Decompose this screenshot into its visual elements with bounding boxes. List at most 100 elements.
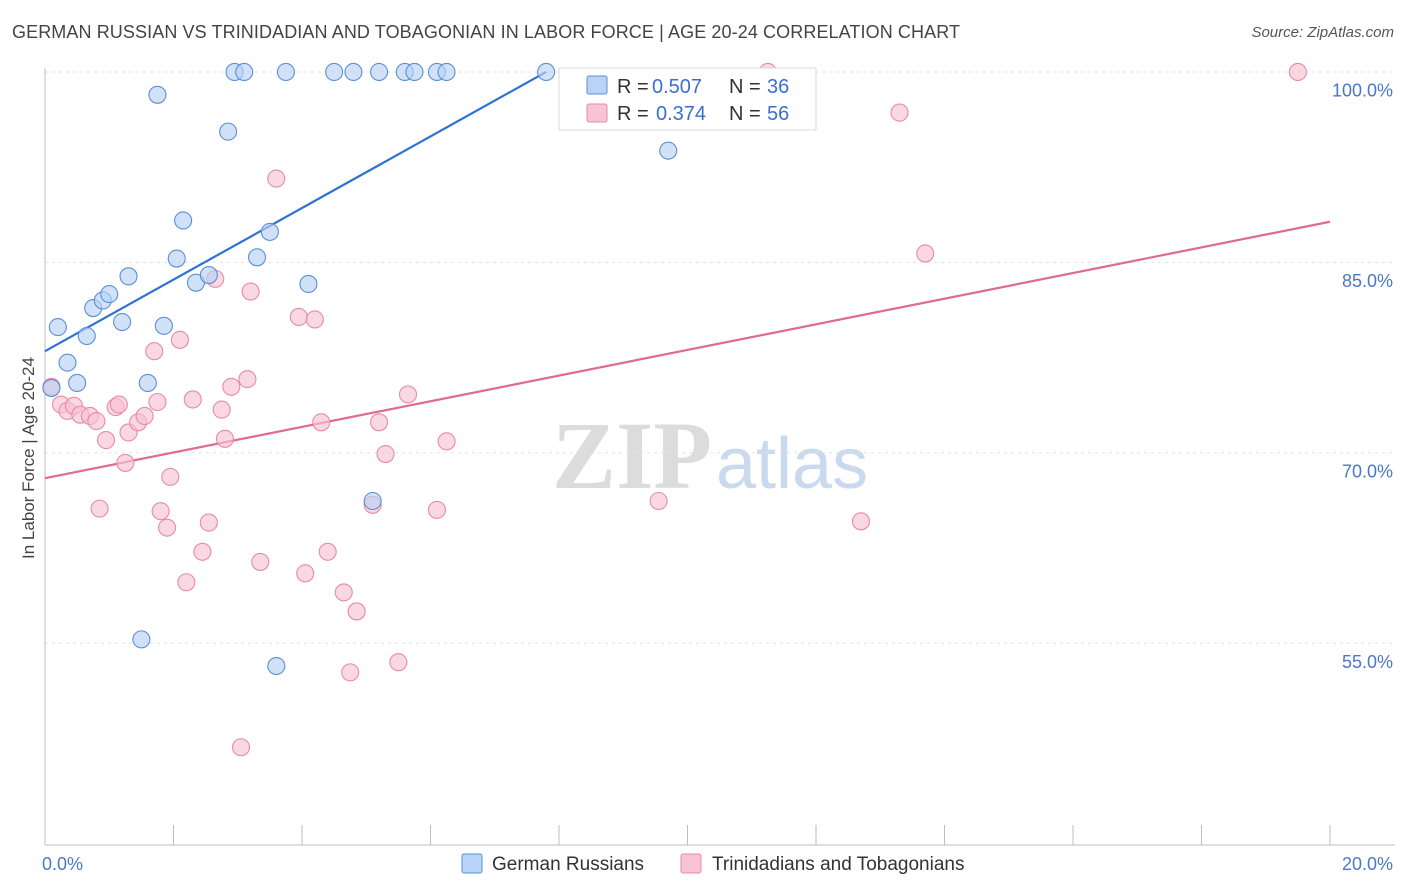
german-russians-point-18 xyxy=(219,122,238,141)
german-russians-point-27 xyxy=(344,62,363,82)
legend-r-label-pink: R = xyxy=(617,103,649,125)
trinidadians-point-22 xyxy=(183,390,202,409)
trinidadians-point-37 xyxy=(312,413,331,432)
x-tick-labels: 0.0% 20.0% xyxy=(42,854,1393,874)
trinidadians-point-48 xyxy=(437,432,456,451)
trinidadians-point-18 xyxy=(158,518,177,537)
german-russians-point-33 xyxy=(437,62,456,82)
trinidadians-point-15 xyxy=(145,342,164,361)
german-russians-point-17 xyxy=(199,266,218,285)
trinidadians-point-46 xyxy=(398,385,418,404)
legend-swatch-trinidadians xyxy=(680,853,702,874)
trinidadians-point-24 xyxy=(199,513,218,532)
german-russians-point-23 xyxy=(267,656,286,676)
german-russians-point-15 xyxy=(174,211,193,230)
trinidadians-point-39 xyxy=(334,583,353,602)
trinidadians-point-47 xyxy=(427,500,446,519)
y-tick-labels: 100.0% 85.0% 70.0% 55.0% xyxy=(1332,81,1393,672)
trinidadians-point-36 xyxy=(305,310,324,329)
trinidadians-point-43 xyxy=(370,413,389,432)
trend-line-german-russians xyxy=(44,71,547,353)
trinidadians-point-33 xyxy=(267,169,286,188)
series-german-russians-points xyxy=(42,62,678,676)
legend-label-trinidadians: Trinidadians and Tobagonians xyxy=(712,854,964,875)
trinidadians-point-6 xyxy=(87,411,106,431)
trinidadians-point-19 xyxy=(161,467,180,486)
german-russians-point-28 xyxy=(363,491,382,511)
german-russians-point-0 xyxy=(42,378,61,398)
legend-label-german-russians: German Russians xyxy=(492,854,644,875)
watermark-atlas: atlas xyxy=(716,424,868,504)
trinidadians-point-35 xyxy=(296,564,315,583)
legend-n-value-blue: 36 xyxy=(767,76,789,98)
y-gridlines xyxy=(45,71,1395,644)
trinidadians-point-7 xyxy=(90,499,109,518)
trinidadians-point-14 xyxy=(135,406,154,426)
german-russians-point-35 xyxy=(659,141,678,160)
legend-n-label-pink: N = xyxy=(729,103,761,125)
german-russians-point-20 xyxy=(235,62,254,82)
trinidadians-point-27 xyxy=(215,429,234,448)
german-russians-point-8 xyxy=(113,312,132,332)
trend-lines xyxy=(44,71,1331,480)
y-tick-label-1: 85.0% xyxy=(1342,271,1393,291)
legend-swatch-blue xyxy=(586,75,608,95)
german-russians-point-2 xyxy=(58,353,77,372)
trinidadians-point-28 xyxy=(222,377,241,396)
trinidadians-point-40 xyxy=(341,663,360,682)
trinidadians-point-34 xyxy=(289,307,308,326)
axes xyxy=(44,68,1395,846)
trinidadians-point-21 xyxy=(177,573,196,592)
german-russians-point-34 xyxy=(537,62,556,82)
series-trinidadians-points xyxy=(42,62,1307,757)
trinidadians-point-23 xyxy=(193,542,212,561)
legend-swatch-german-russians xyxy=(461,853,483,874)
watermark-zip: ZIP xyxy=(552,402,712,509)
trinidadians-point-16 xyxy=(148,392,167,412)
trinidadians-point-53 xyxy=(916,244,935,263)
german-russians-point-4 xyxy=(77,326,96,346)
german-russians-point-29 xyxy=(370,62,389,82)
source-label: Source: ZipAtlas.com xyxy=(1251,24,1394,41)
legend-n-label-blue: N = xyxy=(729,76,761,98)
trinidadians-point-51 xyxy=(851,512,871,531)
y-tick-label-3: 55.0% xyxy=(1342,652,1393,672)
german-russians-point-9 xyxy=(119,267,138,286)
german-russians-point-1 xyxy=(48,318,67,337)
trinidadians-point-31 xyxy=(241,282,260,301)
german-russians-point-14 xyxy=(167,249,186,268)
trinidadians-point-29 xyxy=(231,738,251,757)
trinidadians-point-8 xyxy=(96,431,116,450)
legend-r-value-pink: 0.374 xyxy=(656,103,706,125)
y-tick-label-0: 100.0% xyxy=(1332,81,1393,101)
german-russians-point-26 xyxy=(325,62,344,82)
trinidadians-point-11 xyxy=(116,453,135,472)
german-russians-point-11 xyxy=(138,373,157,393)
german-russians-point-22 xyxy=(260,222,279,241)
y-axis-label: In Labor Force | Age 20-24 xyxy=(19,357,38,559)
german-russians-point-25 xyxy=(299,274,318,293)
chart-title: GERMAN RUSSIAN VS TRINIDADIAN AND TOBAGO… xyxy=(12,22,961,42)
trinidadians-point-52 xyxy=(890,103,909,122)
x-tick-label-1: 20.0% xyxy=(1342,854,1393,874)
legend-swatch-pink xyxy=(586,103,608,123)
y-tick-label-2: 70.0% xyxy=(1342,462,1393,482)
trinidadians-point-32 xyxy=(251,552,270,571)
trinidadians-point-41 xyxy=(347,602,366,621)
legend-r-value-blue: 0.507 xyxy=(652,76,702,98)
legend-r-label-blue: R = xyxy=(617,76,649,98)
trinidadians-point-45 xyxy=(389,653,408,672)
trinidadians-point-54 xyxy=(1288,62,1307,82)
german-russians-point-3 xyxy=(68,373,87,393)
legend-n-value-pink: 56 xyxy=(767,103,789,125)
trend-line-trinidadians xyxy=(44,220,1331,480)
trinidadians-point-17 xyxy=(151,502,170,521)
german-russians-point-12 xyxy=(148,85,167,104)
trinidadians-point-26 xyxy=(212,400,231,419)
trinidadians-point-38 xyxy=(318,542,337,561)
trinidadians-point-49 xyxy=(649,491,668,511)
german-russians-point-31 xyxy=(405,62,424,82)
german-russians-point-21 xyxy=(247,248,267,267)
german-russians-point-7 xyxy=(100,285,119,304)
